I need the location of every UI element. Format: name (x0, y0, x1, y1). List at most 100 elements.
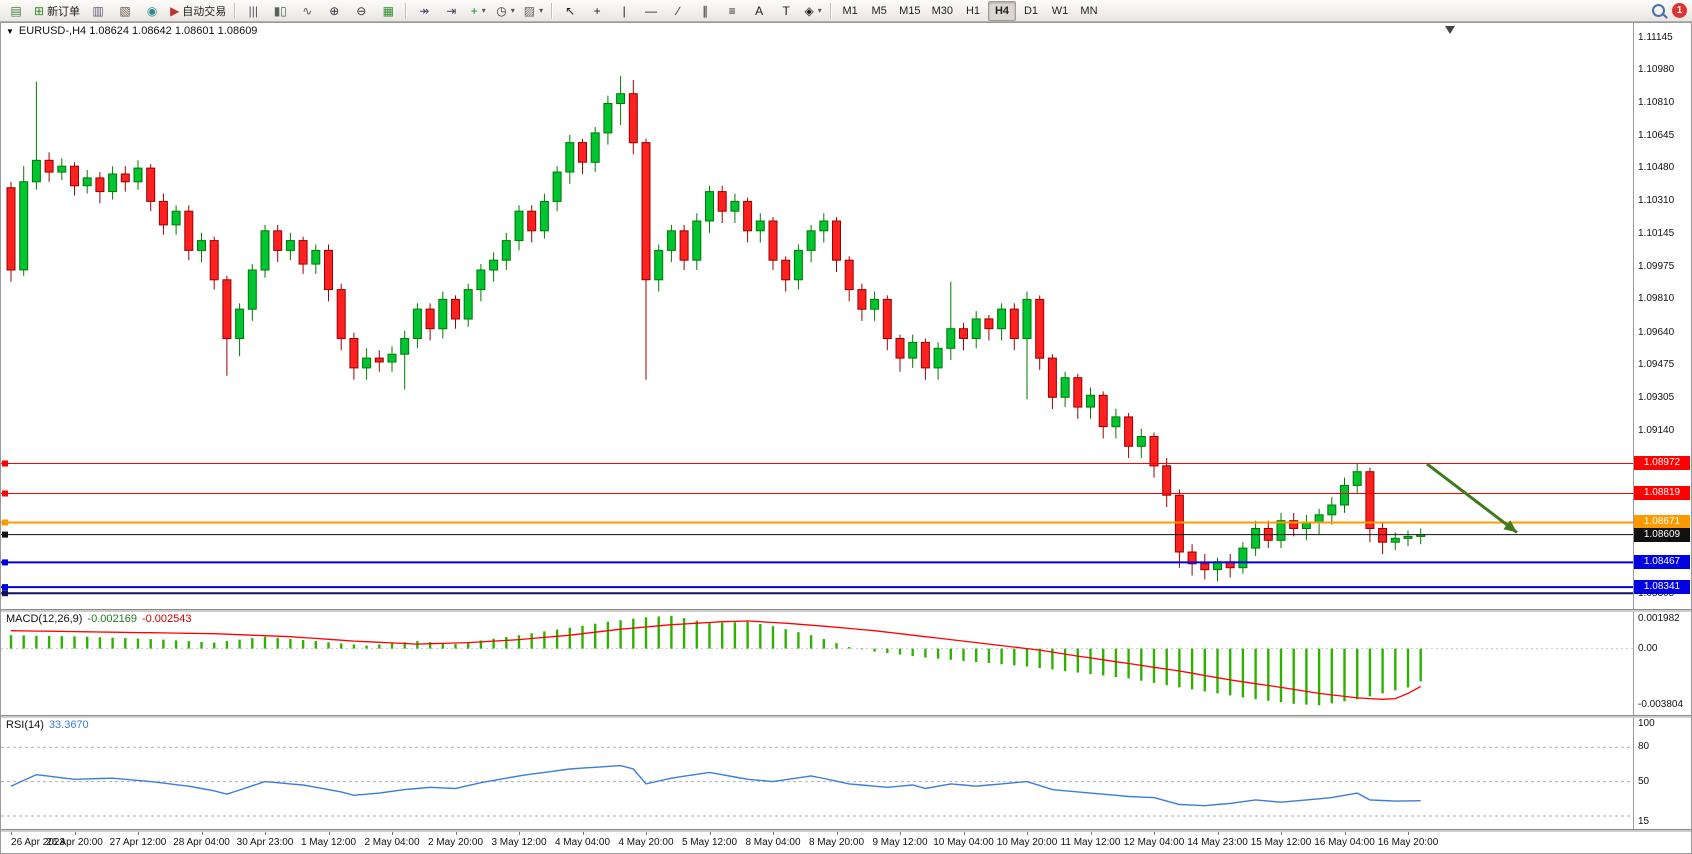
notification-badge[interactable]: 1 (1672, 3, 1687, 18)
indicators-button[interactable]: + ▾ (465, 1, 491, 21)
panel-separator[interactable] (1, 715, 1691, 718)
price-tick-label: 1.11145 (1638, 31, 1673, 43)
timeframe-h1-button[interactable]: H1 (959, 1, 987, 21)
rsi-tick-label: 100 (1638, 718, 1655, 730)
text-icon[interactable]: A (746, 1, 772, 21)
search-icon[interactable] (1645, 1, 1671, 21)
charts-icon[interactable]: ▥ (85, 1, 111, 21)
time-tick (582, 831, 584, 835)
time-tick (455, 831, 457, 835)
timeframe-m30-button[interactable]: M30 (927, 1, 958, 21)
zoom-out-icon[interactable]: ⊖ (348, 1, 374, 21)
templates-button[interactable]: ▨ ▾ (520, 1, 547, 21)
periods-glyph: ◷ (496, 3, 507, 18)
timeframe-h4-button[interactable]: H4 (987, 0, 1016, 21)
chart-title: EURUSD-,H4 1.08624 1.08642 1.08601 1.086… (18, 25, 258, 37)
shapes-icon-glyph: ◈ (804, 3, 814, 18)
timeframe-m1-button[interactable]: M1 (836, 1, 864, 21)
time-scale[interactable]: 26 Apr 2023 26 Apr 20:00 27 Apr 12:00 28 Ap… (1, 831, 1691, 853)
time-label: 16 May 04:00 (1314, 837, 1375, 848)
time-label: 14 May 23:00 (1187, 837, 1248, 848)
time-tick (1027, 831, 1028, 835)
price-tick-label: 1.09140 (1638, 424, 1675, 436)
macd-label: MACD(12,26,9) -0.002169 -0.002543 (6, 613, 192, 625)
toolbar-separator (405, 2, 408, 19)
line-chart-type-icon-glyph: ∿ (302, 3, 313, 18)
time-label: 8 May 20:00 (808, 837, 865, 848)
periods-button[interactable]: ◷ ▾ (492, 1, 519, 21)
rsi-label: RSI(14) 33.3670 (6, 719, 89, 731)
time-tick (709, 831, 711, 835)
time-label: 5 May 12:00 (681, 837, 738, 848)
vertical-line-icon[interactable]: | (611, 1, 637, 21)
timeframe-m15-button[interactable]: M15 (894, 1, 925, 21)
price-chart-panel[interactable]: ▼ EURUSD-,H4 1.08624 1.08642 1.08601 1.0… (1, 23, 1691, 609)
time-label: 2 May 20:00 (427, 837, 484, 848)
time-label: 10 May 04:00 (933, 837, 994, 848)
cursor-icon-glyph: ↖ (565, 3, 576, 18)
indicators-glyph: + (470, 3, 478, 18)
chart-window: ▼ EURUSD-,H4 1.08624 1.08642 1.08601 1.0… (0, 22, 1692, 854)
macd-main-value: -0.002169 (87, 613, 137, 625)
auto-scroll-icon[interactable]: ↠ (411, 1, 437, 21)
rsi-plot[interactable] (1, 717, 1633, 829)
crosshair-icon-glyph: + (593, 3, 601, 18)
time-label: 2 May 04:00 (364, 837, 420, 848)
bid-price-line-price-label: 1.08609 (1634, 527, 1690, 542)
chart-shift-icon[interactable]: ⇥ (438, 1, 464, 21)
time-tick (646, 831, 647, 835)
zoom-in-icon[interactable]: ⊕ (321, 1, 347, 21)
candlestick-chart-type-icon[interactable]: ▮▯ (267, 1, 293, 21)
panel-separator[interactable] (1, 829, 1691, 832)
channel-icon[interactable]: ∥ (692, 1, 718, 21)
text-label-icon[interactable]: T (773, 1, 799, 21)
navigator-icon[interactable]: ◉ (139, 1, 165, 21)
time-label: 4 May 20:00 (618, 837, 674, 848)
new-order-button[interactable]: ⊞ 新订单 (30, 1, 84, 21)
timeframe-d1-button[interactable]: D1 (1017, 1, 1045, 21)
line-chart-type-icon[interactable]: ∿ (294, 1, 320, 21)
horizontal-line-icon[interactable]: — (638, 1, 664, 21)
profiles-icon[interactable]: ▧ (112, 1, 138, 21)
candlestick-plot[interactable] (1, 23, 1633, 609)
price-tick-label: 1.10145 (1638, 227, 1675, 239)
time-label: 12 May 04:00 (1123, 837, 1185, 848)
rsi-panel[interactable]: RSI(14) 33.3670 100 80 50 15 (1, 717, 1691, 829)
tile-windows-icon[interactable]: ▦ (375, 1, 401, 21)
fibonacci-icon[interactable]: ≡ (719, 1, 745, 21)
autotrading-button[interactable]: ▶ 自动交易 (166, 1, 230, 21)
navigator-icon-glyph: ◉ (146, 3, 158, 18)
timeframe-mn-button[interactable]: MN (1075, 1, 1103, 21)
macd-panel[interactable]: MACD(12,26,9) -0.002169 -0.002543 0.0019… (1, 611, 1691, 715)
candles-group (6, 76, 1426, 582)
bars-chart-type-icon[interactable]: ||| (240, 1, 266, 21)
support-line-1-price-label: 1.08467 (1634, 555, 1690, 570)
time-tick (1154, 831, 1155, 835)
macd-plot[interactable] (1, 611, 1633, 715)
new-chart-icon[interactable]: ▤ (3, 1, 29, 21)
time-label: 26 Apr 2023 (11, 837, 65, 848)
timeframe-w1-button[interactable]: W1 (1046, 1, 1074, 21)
price-scale-divider (1633, 23, 1634, 853)
time-tick (963, 831, 965, 835)
timeframe-m15-button-label: M15 (899, 4, 921, 17)
bid-price-line-handle (2, 531, 8, 538)
time-label: 9 May 12:00 (872, 837, 928, 848)
time-label: 26 Apr 20:00 (46, 837, 103, 848)
cursor-icon[interactable]: ↖ (557, 1, 583, 21)
time-label: 28 Apr 04:00 (173, 837, 230, 848)
crosshair-icon[interactable]: + (584, 1, 610, 21)
panel-separator[interactable] (1, 609, 1691, 612)
macd-signal-value: -0.002543 (141, 613, 192, 625)
collapse-chart-icon[interactable]: ▼ (6, 26, 14, 36)
shapes-icon[interactable]: ◈ ▾ (800, 1, 826, 21)
toolbar: ▤ ⊞ 新订单 ▥ ▧ ◉ ▶ 自动交易 ||| ▮▯ ∿ ⊕ ⊖ ▦ ↠ ⇥ + ▾ ◷ ▾ ▨ ▾ ↖ + | — ∕ ∥ ≡ A T ◈… (0, 0, 1692, 22)
time-tick (900, 831, 901, 835)
timeframe-h4-button-label: H4 (994, 4, 1009, 17)
time-tick (392, 831, 393, 835)
timeframe-m5-button[interactable]: M5 (865, 1, 893, 21)
trendline-icon[interactable]: ∕ (665, 1, 691, 21)
text-icon-glyph: A (755, 3, 764, 18)
toolbar-separator (830, 2, 833, 19)
dropdown-arrow-icon: ▾ (539, 6, 544, 15)
